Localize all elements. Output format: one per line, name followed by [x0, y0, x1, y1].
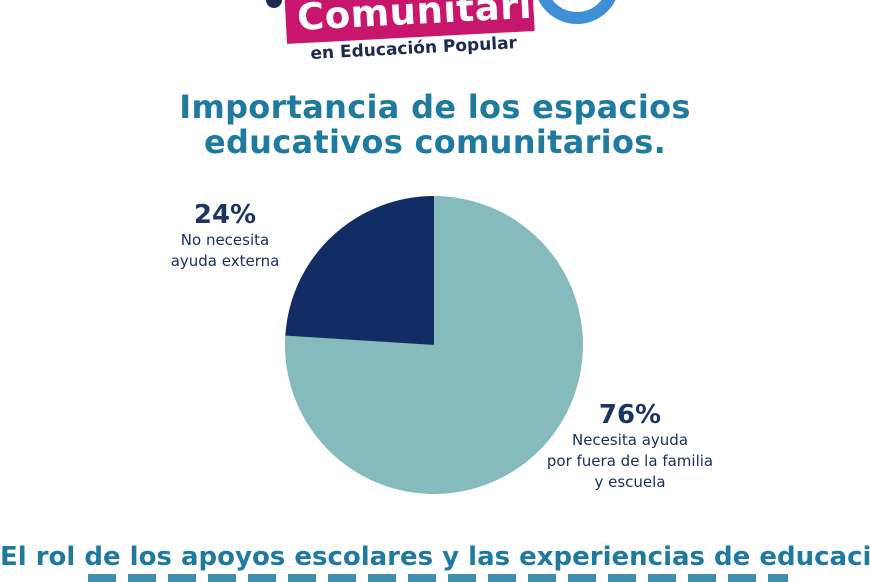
footer-heading: El rol de los apoyos escolares y las exp…: [0, 542, 870, 572]
chart-title: Importancia de los espacios educativos c…: [0, 90, 870, 160]
slice-text-necesita-line-2: por fuera de la familia: [546, 452, 714, 470]
slice-percent-necesita: 76%: [598, 400, 662, 430]
slice-label-necesita: 76% Necesita ayuda por fuera de la famil…: [540, 400, 720, 493]
slice-percent-no-necesita: 24%: [193, 200, 257, 230]
logo-mark-fragment: [266, 0, 282, 8]
footer-cut-line: [88, 574, 788, 582]
slice-text-no-necesita-line-2: ayuda externa: [170, 252, 280, 270]
chart-title-line-1: Importancia de los espacios: [179, 88, 691, 126]
slice-text-no-necesita-line-1: No necesita: [180, 231, 270, 249]
chart-title-line-2: educativos comunitarios.: [203, 123, 667, 161]
slice-text-necesita-line-1: Necesita ayuda: [571, 431, 689, 449]
slice-text-necesita-line-3: y escuela: [594, 473, 666, 491]
logo: Comunitaria en Educación Popular: [0, 0, 870, 80]
pie-slice-no-necesita: [285, 196, 434, 345]
slice-label-no-necesita: 24% No necesita ayuda externa: [150, 200, 300, 272]
